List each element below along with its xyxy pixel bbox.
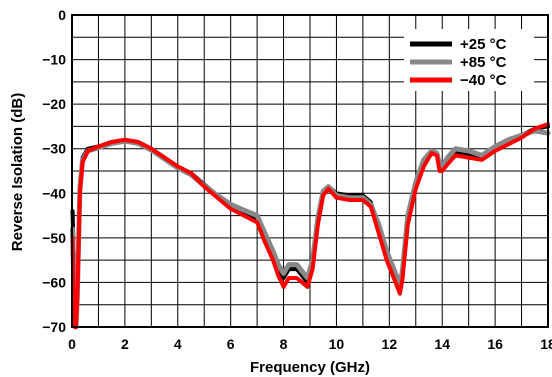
x-axis-title: Frequency (GHz) [250,359,370,376]
y-tick-label: −20 [42,96,66,112]
x-tick-label: 4 [174,336,182,352]
series-layer [70,122,551,330]
x-tick-label: 10 [329,336,345,352]
y-tick-label: −40 [42,185,66,201]
x-tick-label: 2 [121,336,129,352]
x-tick-label: 8 [280,336,288,352]
x-tick-label: 14 [434,336,450,352]
x-tick-label: 16 [487,336,503,352]
legend-label-series-0: +25 °C [460,36,507,53]
legend: +25 °C +85 °C −40 °C [404,29,534,91]
x-tick-label: 18 [540,336,552,352]
tick-labels: 0 2 4 6 8 10 12 14 16 18 0 −10 −20 −30 −40 −50 −60 −70 [42,7,552,352]
y-tick-label: −30 [42,141,66,157]
y-tick-label: −70 [42,319,66,335]
y-tick-label: −10 [42,52,66,68]
y-tick-label: −60 [42,274,66,290]
legend-label-series-1: +85 °C [460,54,507,71]
x-tick-label: 6 [227,336,235,352]
plot-frame [71,14,549,328]
legend-label-series-2: −40 °C [460,72,507,89]
y-axis-title: Reverse Isolation (dB) [9,93,26,251]
x-tick-label: 12 [382,336,398,352]
series-line-2 [70,122,550,329]
y-tick-label: 0 [58,7,66,23]
y-tick-label: −50 [42,230,66,246]
x-tick-label: 0 [68,336,76,352]
